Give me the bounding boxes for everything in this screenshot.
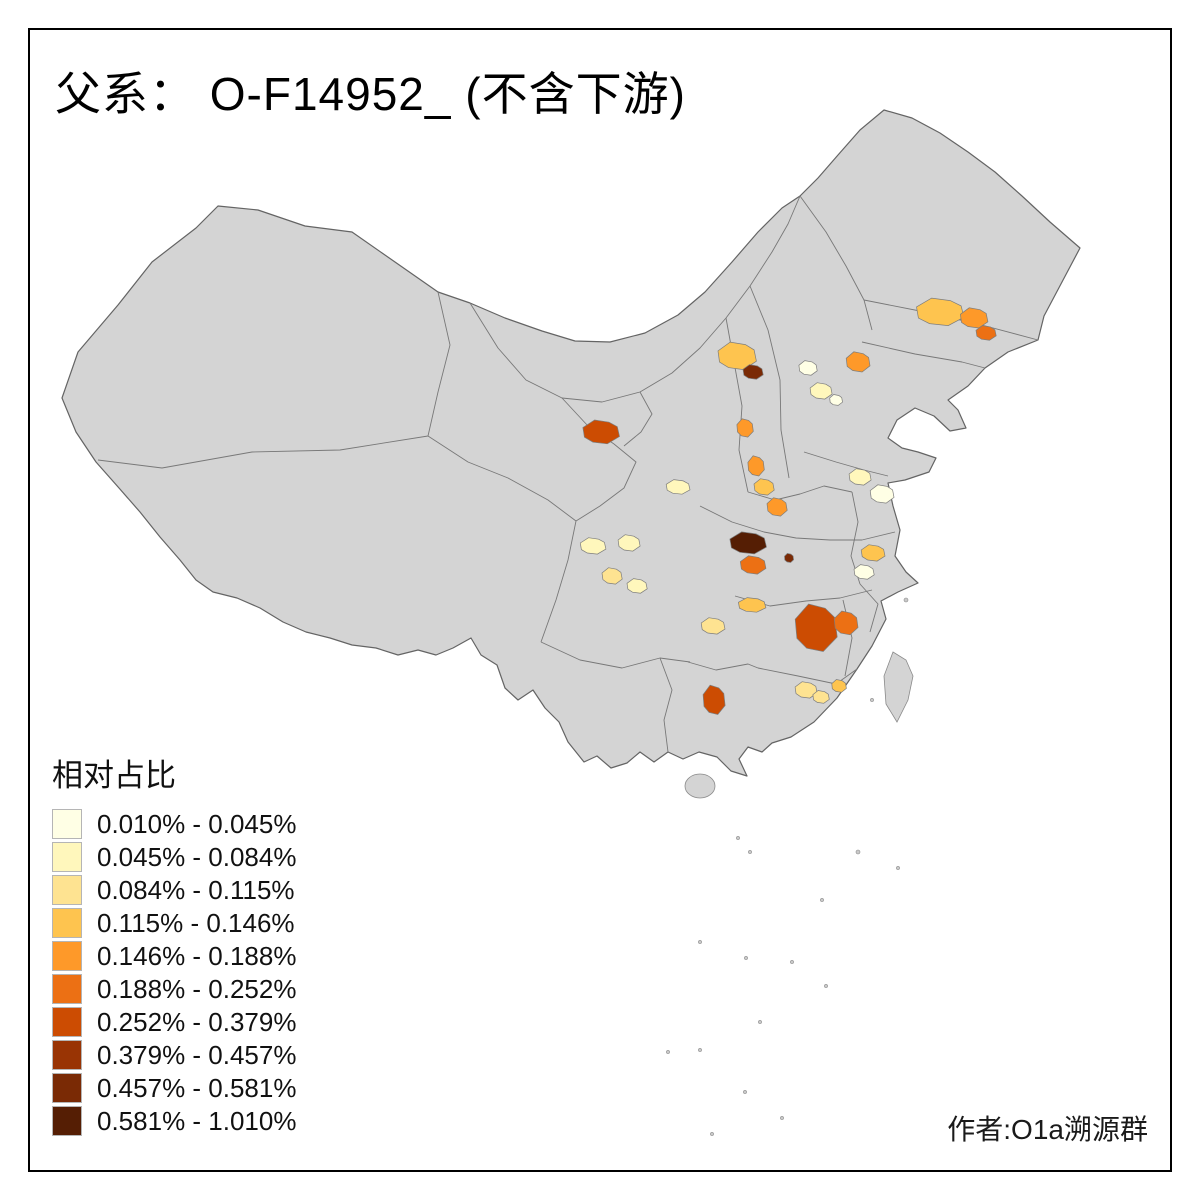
legend-item: 0.581% - 1.010%: [52, 1106, 296, 1136]
legend-swatch: [52, 974, 82, 1004]
legend-label: 0.457% - 0.581%: [97, 1072, 297, 1103]
legend-label: 0.581% - 1.010%: [97, 1105, 297, 1136]
map-title: 父系： O-F14952_ (不含下游): [55, 68, 686, 120]
colored-region: [794, 603, 838, 652]
colored-region: [717, 341, 757, 370]
legend-label: 0.146% - 0.188%: [97, 940, 297, 971]
colored-region: [626, 578, 648, 594]
legend-label: 0.252% - 0.379%: [97, 1006, 297, 1037]
legend-label: 0.188% - 0.252%: [97, 973, 297, 1004]
colored-region: [860, 544, 886, 562]
colored-region: [582, 419, 620, 445]
hainan-island: [684, 773, 716, 799]
colored-region: [798, 360, 818, 376]
colored-region: [617, 534, 641, 552]
colored-region: [739, 555, 767, 575]
colored-region: [579, 537, 607, 555]
legend-item: 0.252% - 0.379%: [52, 1007, 296, 1037]
taiwan-island: [883, 651, 914, 723]
colored-region: [700, 617, 726, 635]
legend-swatch: [52, 875, 82, 905]
colored-region: [784, 553, 794, 563]
legend-label: 0.379% - 0.457%: [97, 1039, 297, 1070]
colored-region: [960, 307, 989, 329]
legend-swatch: [52, 809, 82, 839]
legend-swatch: [52, 1106, 82, 1136]
colored-region: [853, 564, 875, 580]
colored-region: [747, 455, 765, 477]
colored-region: [729, 531, 767, 555]
legend-swatch: [52, 1073, 82, 1103]
colored-region: [738, 597, 767, 613]
colored-region: [869, 484, 895, 504]
legend-item: 0.188% - 0.252%: [52, 974, 296, 1004]
colored-region: [975, 325, 997, 341]
legend-item: 0.045% - 0.084%: [52, 842, 296, 872]
colored-region: [766, 497, 788, 517]
colored-region: [736, 418, 754, 438]
legend-label: 0.084% - 0.115%: [97, 874, 295, 905]
south-china-sea-islands: [666, 597, 909, 1136]
author-credit: 作者:O1a溯源群: [947, 1114, 1148, 1145]
colored-region: [848, 468, 872, 486]
colored-region: [833, 610, 859, 636]
legend-label: 0.115% - 0.146%: [97, 907, 295, 938]
legend-label: 0.010% - 0.045%: [97, 808, 297, 839]
china-outline: [61, 109, 1081, 777]
legend-item: 0.010% - 0.045%: [52, 809, 296, 839]
colored-region: [742, 364, 764, 380]
legend-title: 相对占比: [52, 758, 176, 793]
legend-item: 0.146% - 0.188%: [52, 941, 296, 971]
colored-region: [665, 479, 691, 495]
colored-regions: [579, 297, 997, 715]
colored-region: [809, 382, 833, 400]
legend-swatch: [52, 1007, 82, 1037]
legend: 相对占比 0.010% - 0.045% 0.045% - 0.084% 0.084…: [52, 750, 296, 1139]
colored-region: [601, 567, 623, 585]
legend-label: 0.045% - 0.084%: [97, 841, 297, 872]
legend-items: 0.010% - 0.045% 0.045% - 0.084% 0.084% - 0…: [52, 809, 296, 1136]
colored-region: [812, 690, 830, 704]
colored-region: [794, 681, 818, 699]
legend-item: 0.457% - 0.581%: [52, 1073, 296, 1103]
legend-swatch: [52, 908, 82, 938]
legend-item: 0.084% - 0.115%: [52, 875, 296, 905]
colored-region: [831, 679, 847, 693]
colored-region: [702, 684, 726, 715]
legend-item: 0.379% - 0.457%: [52, 1040, 296, 1070]
colored-region: [829, 394, 843, 406]
legend-swatch: [52, 842, 82, 872]
legend-item: 0.115% - 0.146%: [52, 908, 296, 938]
legend-swatch: [52, 1040, 82, 1070]
colored-region: [845, 351, 871, 373]
legend-swatch: [52, 941, 82, 971]
colored-region: [916, 297, 965, 326]
colored-region: [753, 478, 775, 496]
